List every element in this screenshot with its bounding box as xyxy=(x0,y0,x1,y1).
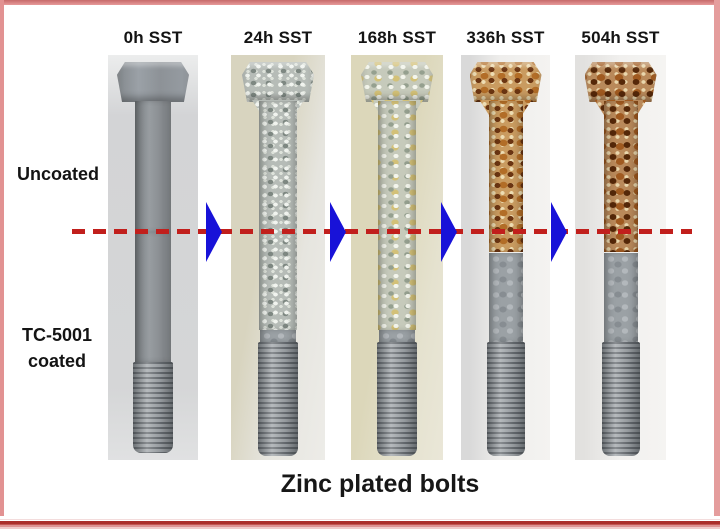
row-label-coated-line2: coated xyxy=(27,351,87,371)
column-label: 0h SST xyxy=(123,28,183,47)
bolt-shank-upper xyxy=(378,101,416,330)
bolt-head xyxy=(117,62,189,102)
bolt-shank-upper xyxy=(603,101,638,252)
bolt-threads xyxy=(377,342,417,456)
next-arrow-icon xyxy=(206,202,222,262)
frame-border-bottom xyxy=(0,516,720,529)
row-label-uncoated: Uncoated xyxy=(16,164,99,184)
bolt-shank-upper xyxy=(135,101,171,232)
bolt-threads xyxy=(258,342,298,456)
bolt-threads xyxy=(486,342,525,456)
bolt-column: 24h SST xyxy=(231,28,325,460)
next-arrow-icon xyxy=(551,202,567,262)
column-label: 24h SST xyxy=(243,28,313,47)
next-arrow-icon xyxy=(441,202,457,262)
bolt-head xyxy=(242,62,314,102)
bolt-threads xyxy=(133,362,173,453)
bolt-column: 0h SST xyxy=(108,28,198,460)
frame-border-top xyxy=(0,0,720,5)
row-label-coated-line1: TC-5001 xyxy=(21,325,93,345)
bolt-shank-lower xyxy=(135,232,171,362)
bolt-shank-lower xyxy=(603,253,638,342)
bolt-column: 168h SST xyxy=(351,28,443,460)
column-label: 336h SST xyxy=(466,28,545,47)
red-dashed-divider-line xyxy=(72,229,692,234)
frame-border-right xyxy=(714,0,720,529)
bolt-shank-lower xyxy=(260,330,296,342)
bolt-shank-lower xyxy=(488,253,523,342)
bolt-shank-upper xyxy=(488,101,523,252)
bolt-head xyxy=(584,62,657,102)
column-label: 504h SST xyxy=(581,28,660,47)
frame-border-left xyxy=(0,0,4,529)
row-label-coated: TC-5001 coated xyxy=(4,322,110,374)
bolt-shank-lower xyxy=(379,330,415,342)
bolt-column: 504h SST xyxy=(575,28,666,460)
bolt-column: 336h SST xyxy=(461,28,550,460)
bolt-threads xyxy=(601,342,640,456)
column-label: 168h SST xyxy=(357,28,437,47)
next-arrow-icon xyxy=(330,202,346,262)
bolt-shank-upper xyxy=(259,101,297,330)
bolt-head xyxy=(361,62,433,102)
figure-title: Zinc plated bolts xyxy=(280,470,480,498)
bolt-head xyxy=(469,62,542,102)
